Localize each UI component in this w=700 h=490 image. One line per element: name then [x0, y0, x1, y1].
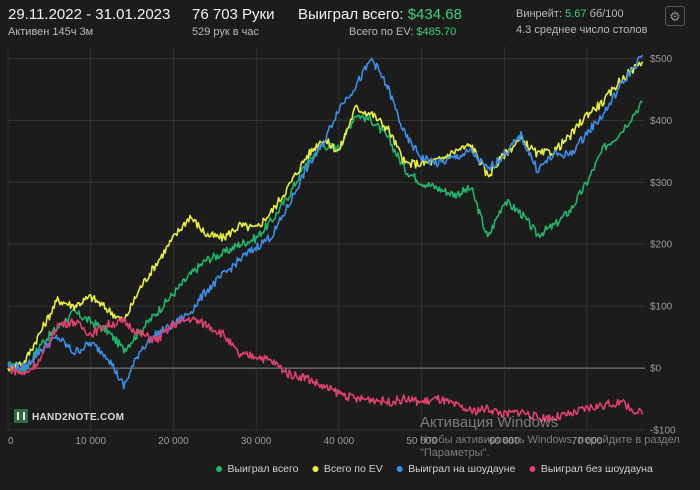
gear-icon[interactable]: ⚙ — [665, 6, 685, 26]
y-tick-label: $200 — [650, 240, 673, 251]
logo-text: HAND2NOTE.COM — [32, 412, 125, 423]
ev-total-value: $485.70 — [416, 26, 457, 38]
watermark-title: Активация Windows — [420, 414, 559, 431]
x-tick-label: 10 000 — [75, 436, 106, 447]
watermark-line-2: Чтобы активировать Windows, перейдите в … — [420, 434, 680, 446]
won-total-label: Выиграл всего: — [298, 6, 404, 23]
legend-item-non-showdown[interactable]: ● Выиграл без шоудауна — [528, 460, 653, 476]
legend-dot-icon: ● — [215, 460, 224, 476]
legend-dot-icon: ● — [311, 460, 320, 476]
y-tick-label: -$100 — [650, 426, 676, 437]
series-line-showdown — [7, 54, 644, 390]
legend-item-ev[interactable]: ● Всего по EV — [311, 460, 383, 476]
avg-tables: 4.3 среднее число столов — [516, 24, 648, 36]
winrate-value: 5.67 — [565, 8, 587, 20]
x-tick-labels: 0 10 000 20 000 30 000 40 000 50 000 60 000 70 … — [8, 436, 603, 447]
hand2note-logo: HAND2NOTE.COM — [14, 409, 124, 423]
x-tick-label: 50 000 — [406, 436, 437, 447]
y-tick-label: $500 — [650, 54, 673, 65]
hands-count: 76 703 Руки — [192, 6, 275, 23]
x-tick-label: 20 000 — [158, 436, 189, 447]
stats-header: 29.11.2022 - 31.01.2023 Активен 145ч 3м … — [0, 0, 700, 44]
won-total-value: $434.68 — [407, 6, 462, 23]
x-tick-label: 70 000 — [572, 436, 603, 447]
y-tick-label: $0 — [650, 364, 662, 375]
x-tick-label: 30 000 — [241, 436, 272, 447]
x-tick-label: 0 — [8, 436, 14, 447]
ev-total: Всего по EV: $485.70 — [349, 26, 456, 38]
chart-legend: ● Выиграл всего ● Всего по EV ● Выиграл на … — [215, 460, 663, 476]
x-tick-label: 60 000 — [489, 436, 520, 447]
series-line-ev — [7, 61, 644, 372]
y-tick-label: $300 — [650, 178, 673, 189]
grid-lines — [7, 46, 645, 431]
windows-activation-watermark: Активация Windows Чтобы активировать Win… — [420, 414, 680, 460]
y-tick-labels: -$100 $0 $100 $200 $300 $400 $500 — [650, 54, 676, 437]
hand2note-logo-icon — [14, 409, 28, 423]
date-range: 29.11.2022 - 31.01.2023 — [8, 6, 171, 23]
y-tick-label: $400 — [650, 116, 673, 127]
winrate-label: Винрейт: — [516, 8, 563, 20]
x-tick-label: 40 000 — [324, 436, 355, 447]
series-lines — [7, 54, 644, 423]
y-tick-label: $100 — [650, 302, 673, 313]
winrate: Винрейт: 5.67 бб/100 — [516, 8, 624, 20]
hands-per-hour: 529 рук в час — [192, 26, 260, 38]
legend-item-won[interactable]: ● Выиграл всего — [215, 460, 299, 476]
legend-dot-icon: ● — [528, 460, 537, 476]
active-time: Активен 145ч 3м — [8, 26, 94, 38]
watermark-line-3: "Параметры". — [420, 447, 490, 459]
won-total: Выиграл всего: $434.68 — [298, 6, 462, 23]
winrate-unit: бб/100 — [589, 8, 624, 20]
legend-dot-icon: ● — [395, 460, 405, 476]
legend-item-showdown[interactable]: ● Выиграл на шоудауне — [395, 460, 516, 476]
series-line-non-showdown — [7, 316, 644, 423]
ev-total-label: Всего по EV: — [349, 26, 414, 38]
